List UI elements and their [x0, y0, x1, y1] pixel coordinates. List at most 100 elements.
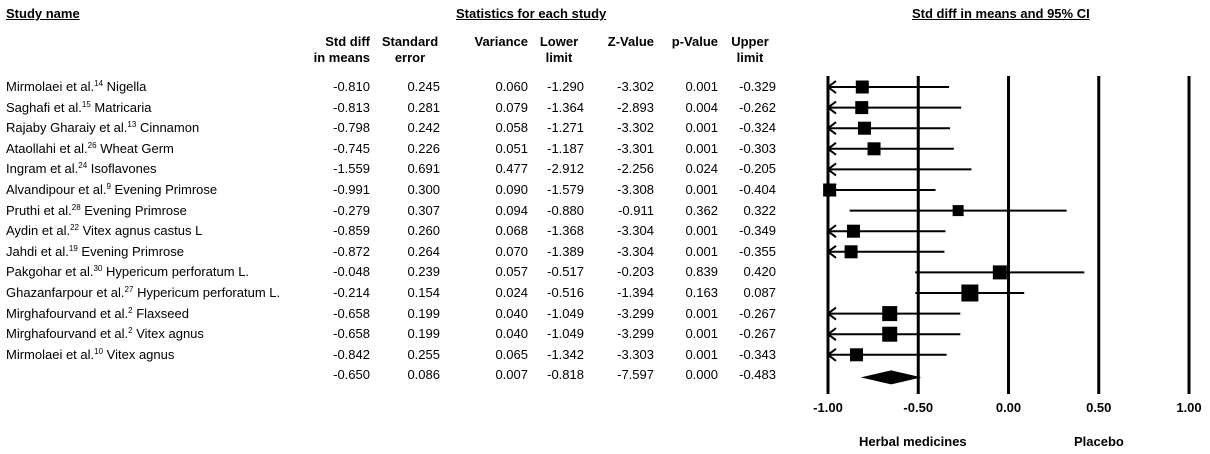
cell-p-value: 0.839 — [685, 264, 718, 280]
study-row: Aydin et al.22 Vitex agnus castus L -0.85… — [0, 221, 800, 241]
cell-upper-limit: -0.324 — [739, 120, 776, 136]
study-reference: 10 — [94, 346, 104, 356]
cell-variance: 0.060 — [495, 79, 528, 94]
study-author: Saghafi et al. — [6, 99, 82, 115]
study-reference: 24 — [78, 161, 88, 171]
cell-variance: 0.079 — [495, 99, 528, 115]
cell-upper-limit: -0.205 — [739, 161, 776, 177]
col-variance-line2: Variance — [474, 34, 529, 49]
cell-z-value: -0.911 — [618, 202, 654, 218]
study-row: Mirmolaei et al.10 Vitex agnus -0.842 0.25… — [0, 345, 800, 365]
study-author: Mirmolaei et al. — [6, 79, 95, 94]
ci-arrow — [826, 245, 837, 259]
col-lower-limit: Lower limit — [534, 34, 584, 66]
summary-std-diff: -0.650 — [333, 367, 370, 383]
study-name: Rajaby Gharaiy et al.13 Cinnamon — [6, 118, 199, 138]
study-row: Rajaby Gharaiy et al.13 Cinnamon -0.798 0.… — [0, 118, 800, 138]
study-author: Ghazanfarpour et al. — [6, 285, 125, 300]
x-tick-label: 0.50 — [1086, 400, 1111, 415]
study-name: Aydin et al.22 Vitex agnus castus L — [6, 221, 202, 241]
study-reference: 22 — [70, 223, 79, 233]
study-herb: Wheat Germ — [100, 140, 174, 156]
cell-upper-limit: -0.303 — [739, 140, 776, 156]
cell-std-error: 0.260 — [407, 223, 440, 239]
effect-marker — [867, 142, 881, 156]
summary-row: -0.650 0.086 0.007 -0.818 -7.597 0.000 -0.483 — [0, 365, 800, 385]
cell-std-diff: -0.658 — [333, 305, 370, 321]
cell-lower-limit: -1.290 — [547, 79, 584, 94]
study-reference: 13 — [127, 120, 137, 130]
effect-marker — [846, 224, 860, 238]
cell-variance: 0.040 — [495, 305, 528, 321]
study-reference: 28 — [71, 202, 81, 212]
cell-variance: 0.070 — [495, 243, 528, 259]
study-name-header: Study name — [6, 6, 80, 21]
placebo-label: Placebo — [1074, 434, 1124, 449]
cell-z-value: -3.303 — [617, 346, 654, 362]
study-herb: Evening Primrose — [84, 202, 187, 218]
cell-std-diff: -0.048 — [333, 264, 370, 280]
herbal-medicines-label: Herbal medicines — [859, 434, 967, 449]
cell-lower-limit: -1.342 — [547, 346, 584, 362]
study-name: Pakgohar et al.30 Hypericum perforatum L… — [6, 262, 249, 282]
cell-lower-limit: -1.187 — [547, 140, 584, 156]
study-author: Alvandipour et al. — [6, 182, 107, 197]
study-reference: 2 — [128, 326, 133, 336]
x-tick-label: 0.00 — [996, 400, 1021, 415]
cell-z-value: -3.299 — [617, 305, 654, 321]
statistics-header: Statistics for each study — [456, 6, 607, 21]
cell-std-error: 0.199 — [407, 305, 440, 321]
cell-variance: 0.040 — [495, 326, 528, 342]
study-herb: Vitex agnus — [106, 346, 175, 362]
cell-std-diff: -0.214 — [333, 285, 370, 300]
summary-diamond — [860, 370, 922, 385]
cell-lower-limit: -1.368 — [547, 223, 584, 239]
cell-upper-limit: 0.322 — [743, 202, 776, 218]
cell-upper-limit: -0.349 — [739, 223, 776, 239]
col-lower-limit-line1: Lower — [539, 34, 579, 49]
study-author: Mirghafourvand et al. — [6, 326, 129, 342]
cell-p-value: 0.163 — [685, 285, 718, 300]
col-lower-limit-line2: limit — [545, 50, 573, 65]
ci-arrow — [826, 306, 837, 321]
col-z-value: Z-Value — [590, 34, 654, 50]
cell-upper-limit: -0.404 — [739, 182, 776, 197]
cell-z-value: -3.308 — [617, 182, 654, 197]
cell-lower-limit: -1.389 — [547, 243, 584, 259]
col-standard-error: Standard error — [380, 34, 440, 66]
cell-z-value: -3.304 — [617, 223, 654, 239]
cell-z-value: -0.203 — [617, 264, 654, 280]
effect-marker — [855, 101, 869, 115]
col-standard-error-line1: Standard — [381, 34, 439, 49]
study-reference: 9 — [106, 182, 111, 191]
cell-z-value: -2.893 — [617, 99, 654, 115]
cell-std-error: 0.255 — [407, 346, 440, 362]
cell-std-diff: -0.658 — [333, 326, 370, 342]
plot-header: Std diff in means and 95% CI — [912, 6, 1090, 21]
effect-marker — [961, 284, 979, 302]
cell-std-error: 0.239 — [407, 264, 440, 280]
study-herb: Isoflavones — [90, 161, 157, 177]
cell-lower-limit: -1.049 — [547, 305, 584, 321]
study-name: Ghazanfarpour et al.27 Hypericum perfora… — [6, 283, 280, 303]
cell-lower-limit: -1.271 — [547, 120, 584, 136]
cell-variance: 0.024 — [495, 285, 528, 300]
ci-arrow — [826, 121, 837, 135]
col-p-value-line2: p-Value — [671, 34, 718, 49]
study-name: Mirmolaei et al.14 Nigella — [6, 77, 146, 97]
study-row: Ghazanfarpour et al.27 Hypericum perfora… — [0, 283, 800, 303]
study-herb: Vitex agnus castus L — [82, 223, 203, 239]
cell-std-error: 0.242 — [407, 120, 440, 136]
cell-lower-limit: -1.364 — [547, 99, 584, 115]
cell-p-value: 0.001 — [685, 182, 718, 197]
x-tick-label: 1.00 — [1176, 400, 1201, 415]
cell-variance: 0.057 — [495, 264, 528, 280]
cell-variance: 0.068 — [495, 223, 528, 239]
cell-z-value: -3.302 — [617, 120, 654, 136]
col-std-diff-line2: in means — [313, 50, 370, 65]
cell-std-diff: -0.813 — [333, 99, 370, 115]
cell-lower-limit: -0.516 — [547, 285, 584, 300]
cell-z-value: -3.302 — [617, 79, 654, 94]
study-name: Mirmolaei et al.10 Vitex agnus — [6, 345, 174, 365]
ci-arrow — [826, 100, 837, 115]
